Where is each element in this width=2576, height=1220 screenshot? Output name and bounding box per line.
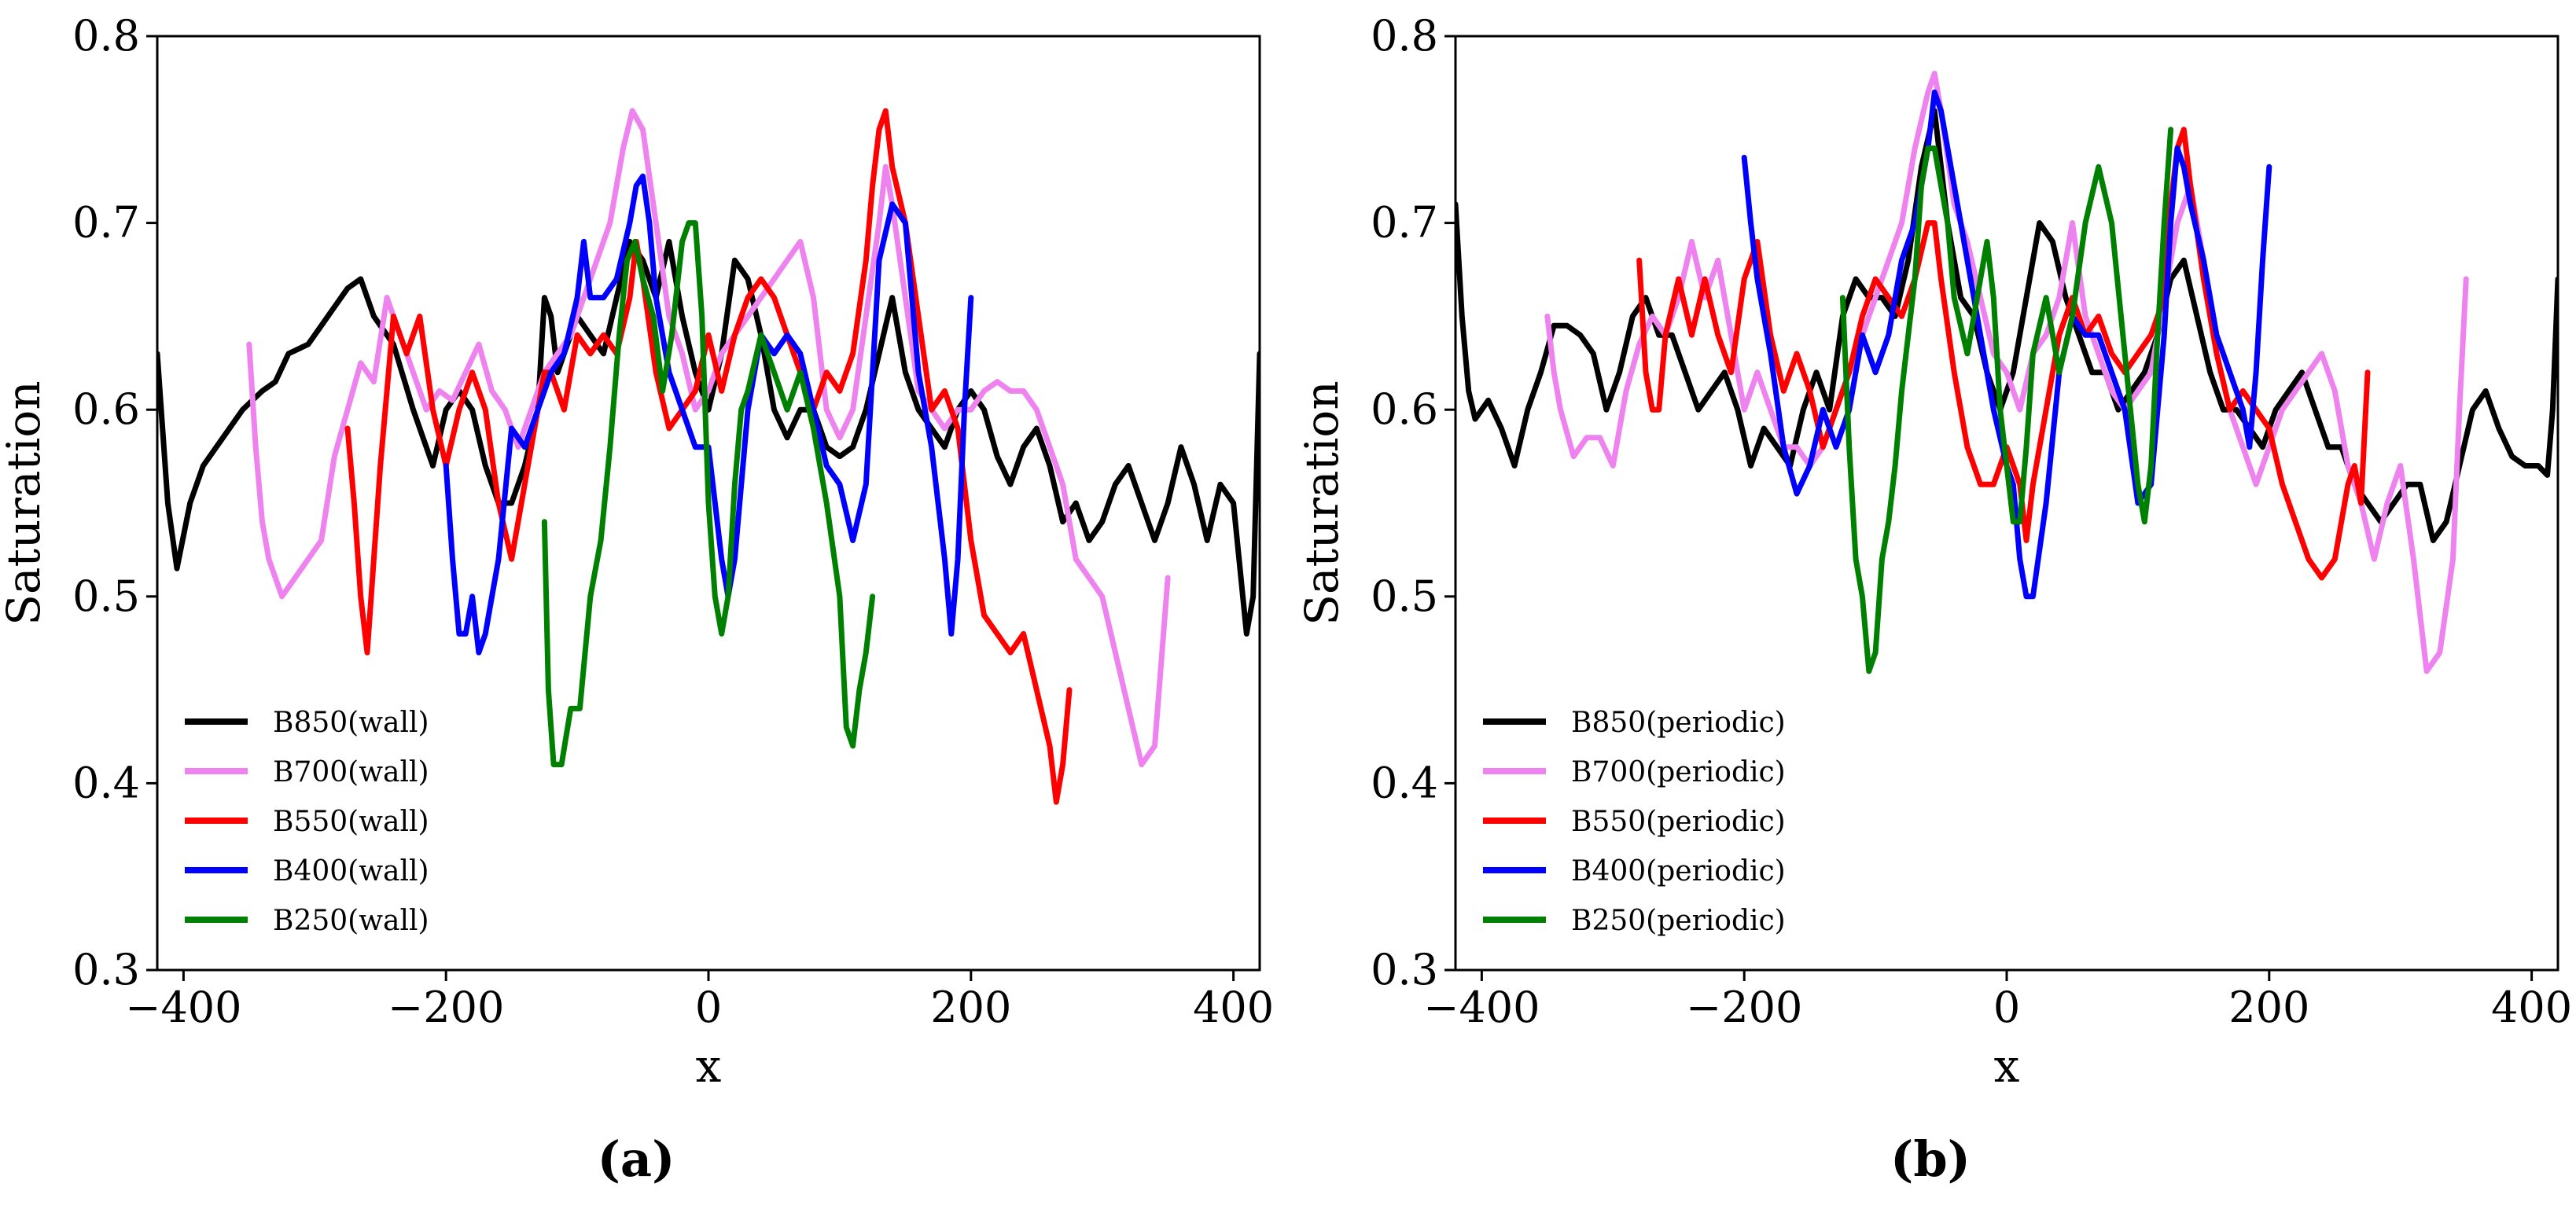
y-tick-label: 0.6 (1371, 384, 1438, 434)
x-tick-label: −400 (125, 983, 241, 1032)
y-tick-label: 0.3 (72, 945, 140, 994)
x-tick-label: −200 (388, 983, 504, 1032)
legend-label: B250(wall) (273, 905, 429, 937)
x-tick-label: −200 (1686, 983, 1802, 1032)
legend-label: B700(wall) (273, 756, 429, 788)
x-tick-label: 400 (1193, 983, 1274, 1032)
legend-label: B400(periodic) (1571, 855, 1786, 887)
series-line-b550-periodic- (1636, 127, 2371, 581)
x-tick-label: 200 (930, 983, 1011, 1032)
y-tick-label: 0.5 (1371, 571, 1438, 621)
y-tick-label: 0.4 (72, 758, 140, 807)
series-line-b400-periodic- (1741, 89, 2272, 600)
y-tick-label: 0.3 (1371, 945, 1438, 994)
x-axis-label: x (1994, 1039, 2020, 1093)
legend-label: B550(periodic) (1571, 806, 1786, 838)
series-group (157, 108, 1260, 805)
x-axis-label: x (696, 1039, 722, 1093)
panel-label: (a) (598, 1130, 675, 1188)
series-line-b550-wall- (344, 108, 1073, 805)
chart-panel-a: −400 −200 0 200 400 0.3 0.4 0.5 0.6 0.7 0.8 x Satura… (0, 11, 1274, 1188)
x-tick-label: 200 (2228, 983, 2309, 1032)
legend: B850(periodic) B700(periodic) B550(periodi… (1483, 707, 1786, 937)
y-axis-label: Saturation (0, 380, 50, 625)
y-tick-label: 0.7 (1371, 198, 1438, 248)
legend-label: B850(wall) (273, 707, 429, 739)
chart-panel-b: −400 −200 0 200 400 0.3 0.4 0.5 0.6 0.7 0.8 x Satura… (1295, 11, 2572, 1188)
y-axis-label: Saturation (1295, 380, 1349, 625)
y-tick-label: 0.8 (1371, 11, 1438, 61)
legend-label: B850(periodic) (1571, 707, 1786, 739)
y-tick-label: 0.5 (72, 571, 140, 621)
legend-label: B550(wall) (273, 806, 429, 838)
legend-label: B400(wall) (273, 855, 429, 887)
y-tick-label: 0.7 (72, 198, 140, 248)
panel-label: (b) (1890, 1130, 1971, 1188)
legend: B850(wall) B700(wall) B550(wall) B400(wall)… (185, 707, 429, 937)
series-line-b250-wall- (541, 220, 876, 768)
series-group (1455, 71, 2558, 674)
legend-label: B250(periodic) (1571, 905, 1786, 937)
y-tick-label: 0.4 (1371, 758, 1438, 807)
x-tick-label: 0 (695, 983, 722, 1032)
x-tick-label: 400 (2491, 983, 2572, 1032)
series-line-b250-periodic- (1839, 127, 2174, 674)
y-tick-label: 0.8 (72, 11, 140, 61)
series-line-b700-wall- (246, 108, 1171, 768)
x-tick-label: −400 (1423, 983, 1540, 1032)
legend-label: B700(periodic) (1571, 756, 1786, 788)
x-tick-label: 0 (1993, 983, 2020, 1032)
series-line-b400-wall- (443, 173, 974, 656)
y-tick-label: 0.6 (72, 384, 140, 434)
